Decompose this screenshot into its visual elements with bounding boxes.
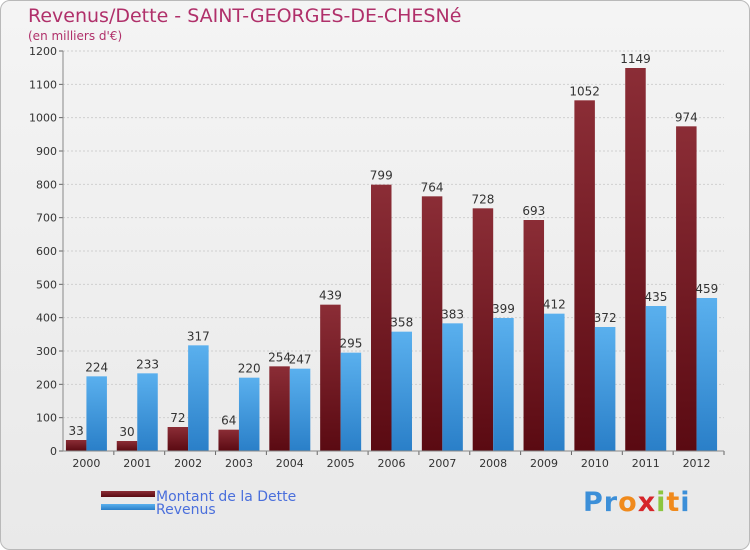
data-label-revenue-2009: 412	[543, 298, 566, 312]
x-axis-ticks: 2000 2001 2002 2003 2004 2005 2006 2007 2008 2009…	[72, 451, 725, 470]
y-tick-label: 600	[36, 245, 57, 258]
bar-revenue-2005	[340, 352, 362, 451]
data-label-revenue-2012: 459	[695, 282, 718, 296]
chart-subtitle: (en milliers d'€)	[28, 29, 123, 43]
logo-letter: x	[637, 487, 657, 518]
logo-letter: i	[680, 487, 691, 518]
y-tick-label: 1100	[29, 78, 57, 91]
legend-swatch-debt	[101, 491, 155, 497]
chart-title: Revenus/Dette - SAINT-GEORGES-DE-CHESNé	[28, 5, 462, 27]
proxiti-logo: Proxiti	[583, 487, 691, 518]
data-label-debt-2008: 728	[471, 192, 494, 206]
data-label-revenue-2000: 224	[85, 360, 108, 374]
data-label-debt-2005: 439	[319, 289, 342, 303]
x-tick-label-2001: 2001	[123, 457, 151, 470]
bar-debt-2010	[574, 100, 595, 451]
bar-revenue-2012	[696, 298, 718, 451]
data-label-revenue-2011: 435	[645, 290, 668, 304]
data-label-debt-2000: 33	[69, 424, 84, 438]
x-tick-label-2002: 2002	[174, 457, 202, 470]
logo-letter: i	[656, 487, 667, 518]
data-label-debt-2007: 764	[421, 180, 444, 194]
y-tick-label: 300	[36, 345, 57, 358]
bar-revenue-2001	[137, 373, 158, 451]
data-label-revenue-2008: 399	[492, 302, 515, 316]
bar-debt-2009	[523, 220, 545, 451]
x-tick-label-2003: 2003	[225, 457, 253, 470]
bar-revenue-2002	[188, 345, 209, 451]
data-label-debt-2009: 693	[522, 204, 545, 218]
bar-debt-2004	[269, 366, 290, 451]
data-label-debt-2012: 974	[675, 110, 698, 124]
y-tick-label: 400	[36, 312, 57, 325]
bars	[65, 68, 718, 451]
y-tick-label: 200	[36, 378, 57, 391]
x-tick-label-2007: 2007	[428, 457, 456, 470]
x-tick-label-2010: 2010	[581, 457, 609, 470]
x-tick-label-2008: 2008	[479, 457, 507, 470]
x-tick-label-2011: 2011	[632, 457, 660, 470]
legend-label-debt: Montant de la Dette	[156, 489, 297, 505]
data-label-revenue-2007: 383	[441, 307, 464, 321]
data-label-debt-2001: 30	[119, 425, 134, 439]
bar-debt-2001	[116, 441, 138, 451]
bar-debt-2003	[218, 429, 239, 451]
bar-debt-2006	[371, 184, 392, 451]
x-tick-label-2004: 2004	[276, 457, 304, 470]
bar-revenue-2006	[391, 331, 412, 451]
data-label-revenue-2004: 247	[289, 353, 312, 367]
bar-revenue-2008	[493, 318, 514, 451]
data-label-debt-2006: 799	[370, 169, 393, 183]
bar-revenue-2003	[238, 377, 260, 451]
data-label-revenue-2005: 295	[339, 337, 362, 351]
y-tick-label: 1200	[29, 45, 57, 58]
bar-debt-2012	[676, 126, 697, 451]
logo-letter: o	[618, 487, 638, 518]
logo-letter: t	[666, 487, 681, 518]
logo-letter: P	[583, 487, 604, 518]
data-label-debt-2010: 1052	[569, 84, 600, 98]
data-label-revenue-2010: 372	[594, 311, 617, 325]
x-tick-label-2000: 2000	[72, 457, 100, 470]
legend-swatch-revenue	[101, 504, 155, 510]
logo-letter: r	[603, 487, 619, 518]
legend-label-revenue: Revenus	[156, 502, 216, 518]
x-tick-label-2012: 2012	[683, 457, 711, 470]
bar-debt-2011	[625, 68, 646, 451]
y-tick-label: 900	[36, 145, 57, 158]
bar-debt-2002	[167, 427, 189, 451]
data-label-debt-2002: 72	[170, 411, 185, 425]
y-tick-label: 100	[36, 412, 57, 425]
data-label-debt-2004: 254	[268, 350, 291, 364]
bar-revenue-2007	[442, 323, 463, 451]
bar-debt-2005	[320, 304, 341, 451]
y-tick-label: 800	[36, 178, 57, 191]
bar-revenue-2009	[544, 313, 565, 451]
y-tick-label: 1000	[29, 112, 57, 125]
y-tick-label: 0	[50, 445, 57, 458]
bar-debt-2008	[472, 208, 494, 451]
data-label-revenue-2002: 317	[187, 329, 210, 343]
x-tick-label-2009: 2009	[530, 457, 558, 470]
bar-revenue-2011	[645, 306, 667, 451]
data-label-revenue-2003: 220	[238, 362, 261, 376]
data-label-debt-2011: 1149	[620, 52, 651, 66]
y-tick-label: 500	[36, 278, 57, 291]
x-tick-label-2005: 2005	[327, 457, 355, 470]
y-axis-ticks: 0 100 200 300 400 500 600 700 800 900 1000 1100 1200	[29, 45, 64, 458]
bar-revenue-2004	[289, 368, 311, 451]
x-tick-label-2006: 2006	[378, 457, 406, 470]
bar-debt-2000	[65, 440, 87, 451]
bar-revenue-2000	[86, 376, 107, 451]
y-tick-label: 700	[36, 212, 57, 225]
data-label-revenue-2006: 358	[390, 316, 413, 330]
bar-debt-2007	[421, 196, 443, 451]
bar-revenue-2010	[594, 327, 616, 451]
data-label-debt-2003: 64	[221, 414, 236, 428]
data-label-revenue-2001: 233	[136, 357, 159, 371]
